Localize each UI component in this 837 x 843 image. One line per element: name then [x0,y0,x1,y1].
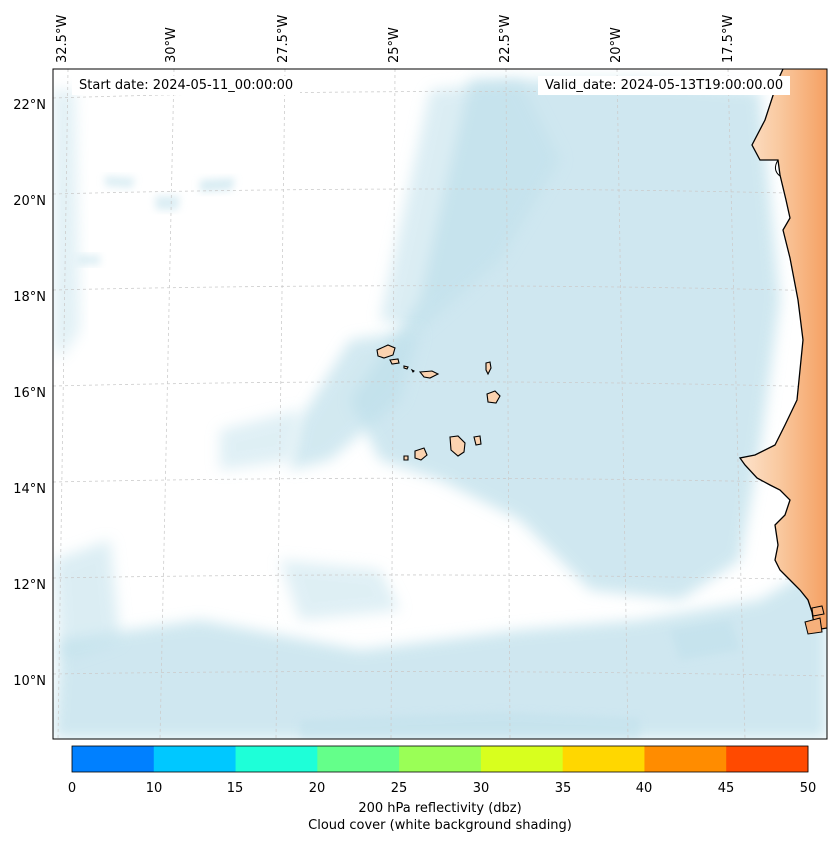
lon-label: 27.5°W [276,14,291,63]
colorbar-tick: 20 [308,781,326,796]
lon-label: 30°W [164,27,179,63]
lon-label: 22.5°W [498,14,513,63]
colorbar [72,746,809,772]
gridlines [53,69,827,739]
lat-label: 22°N [13,98,46,113]
colorbar-segment [644,746,727,772]
colorbar-segment [399,746,482,772]
colorbar-segment [317,746,400,772]
colorbar-tick: 45 [717,781,735,796]
colorbar-tick: 10 [145,781,163,796]
valid-date-label: Valid_date: 2024-05-13T19:00:00.00 [538,76,791,95]
colorbar-tick: 40 [635,781,653,796]
lat-label: 14°N [13,482,46,497]
colorbar-tick: 50 [799,781,817,796]
map-frame [52,68,828,740]
lon-label: 25°W [387,27,402,63]
colorbar-segment [726,746,809,772]
start-date-label: Start date: 2024-05-11_00:00:00 [72,76,301,95]
colorbar-tick: 30 [472,781,490,796]
lon-label: 32.5°W [55,14,70,63]
colorbar-tick: 35 [554,781,572,796]
colorbar-tick: 25 [390,781,408,796]
colorbar-tick: 0 [67,781,77,796]
cape-verde-islands [376,344,501,461]
colorbar-frame [71,745,809,773]
colorbar-segment [562,746,645,772]
colorbar-tick: 15 [226,781,244,796]
lat-label: 10°N [13,674,46,689]
colorbar-sublabel: Cloud cover (white background shading) [308,818,572,833]
colorbar-label: 200 hPa reflectivity (dbz) [358,801,522,816]
lon-label: 17.5°W [721,14,736,63]
lat-label: 20°N [13,194,46,209]
colorbar-segment [235,746,318,772]
lat-label: 12°N [13,578,46,593]
africa-coast [738,69,827,635]
colorbar-segment [72,746,155,772]
lat-label: 16°N [13,386,46,401]
lon-label: 20°W [609,27,624,63]
cloud-cover-shading [53,80,827,739]
colorbar-segment [480,746,564,772]
lat-label: 18°N [13,290,46,305]
colorbar-segment [153,746,237,772]
